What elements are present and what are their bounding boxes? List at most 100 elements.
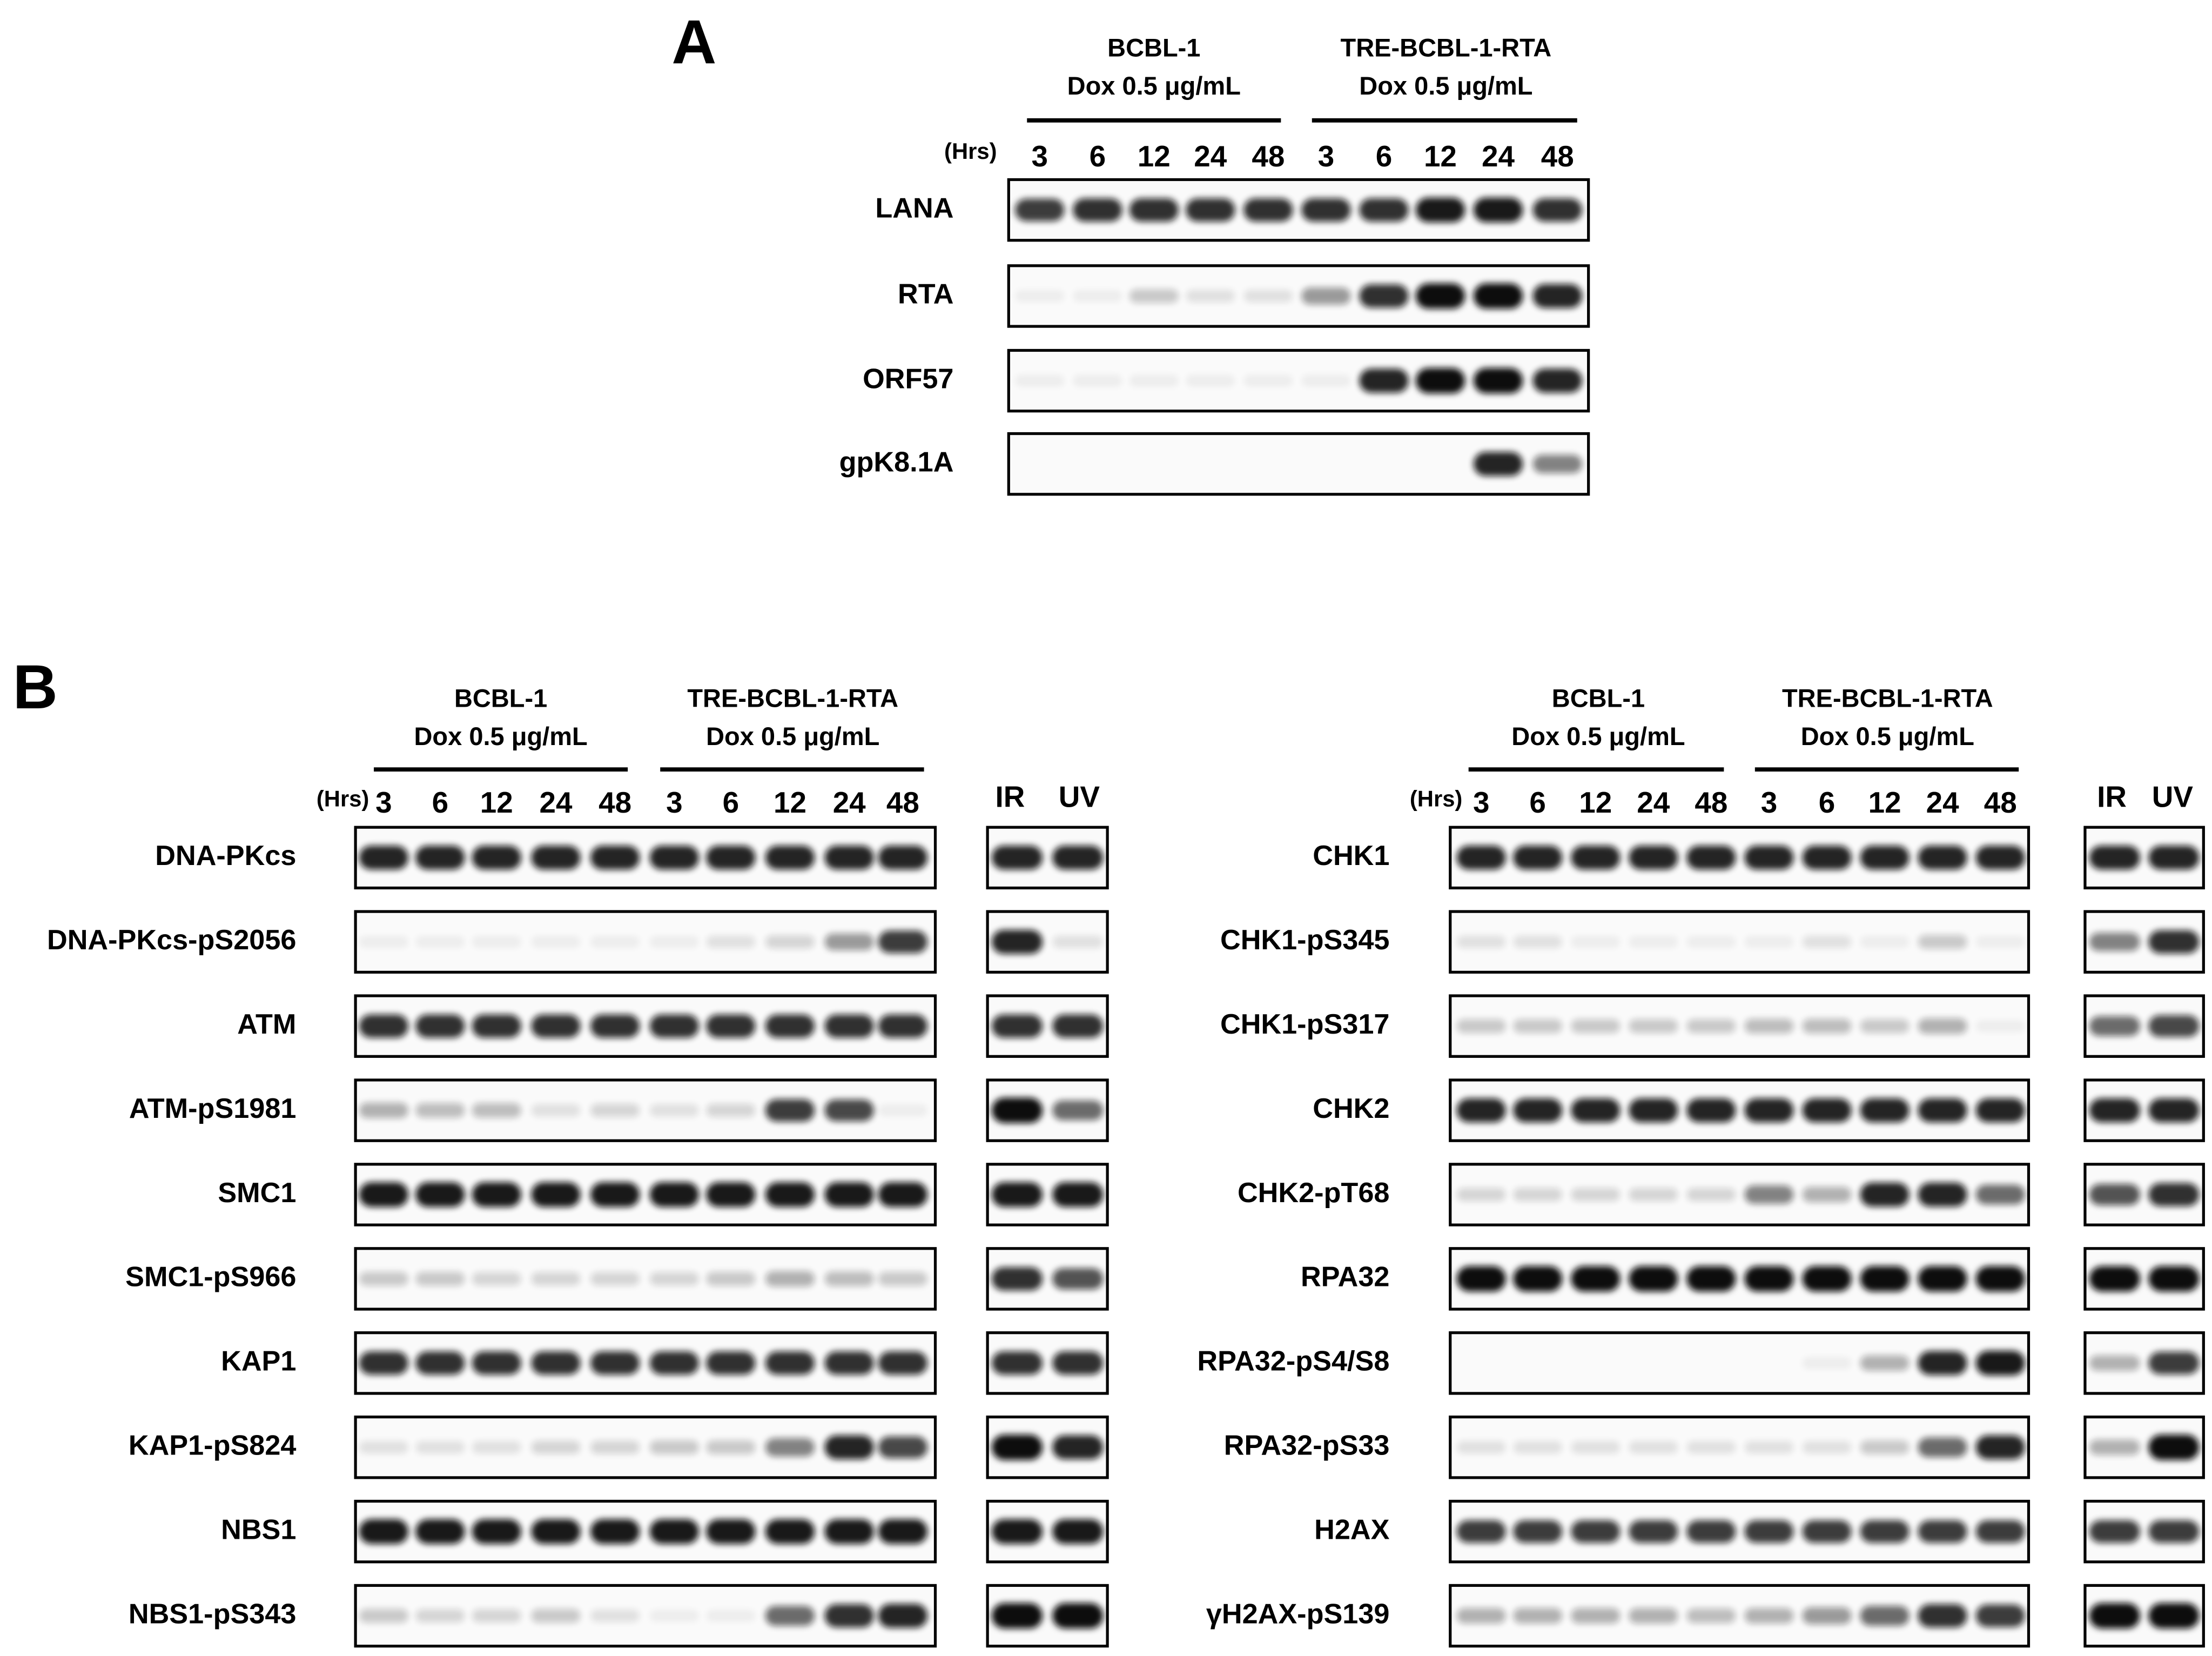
- band: [1129, 198, 1179, 222]
- band: [878, 1182, 928, 1207]
- timepoint: 12: [1424, 139, 1457, 173]
- band: [531, 1014, 581, 1038]
- band: [1186, 290, 1235, 303]
- band: [1073, 198, 1122, 222]
- band: [1571, 1019, 1621, 1034]
- blot-frame: [354, 826, 937, 890]
- band: [1456, 1266, 1506, 1292]
- protein-label: RPA32: [1301, 1262, 1389, 1293]
- band: [1629, 936, 1678, 948]
- band: [1629, 1098, 1678, 1123]
- band: [1629, 1188, 1678, 1202]
- band: [359, 1519, 408, 1544]
- band: [706, 846, 756, 870]
- timepoint: 24: [833, 786, 866, 819]
- blot-frame: [2083, 1163, 2205, 1226]
- group-name: TRE-BCBL-1-RTA: [687, 684, 898, 713]
- band: [472, 1519, 521, 1544]
- group-name: BCBL-1: [1107, 33, 1200, 62]
- band: [1359, 198, 1409, 222]
- protein-label: RPA32-pS33: [1224, 1430, 1390, 1461]
- band: [472, 846, 521, 870]
- band: [1243, 198, 1293, 222]
- band: [878, 1436, 928, 1458]
- blot-frame: [1449, 1331, 2031, 1395]
- blot-frame: [2083, 1584, 2205, 1648]
- time-unit: (Hrs): [317, 786, 369, 812]
- band: [1802, 1018, 1852, 1034]
- band: [1918, 1520, 1967, 1543]
- band: [878, 1604, 928, 1628]
- band: [1975, 1098, 2025, 1123]
- band: [1686, 1188, 1736, 1202]
- band: [706, 1271, 756, 1286]
- protein-label: DNA-PKcs: [155, 840, 296, 871]
- band: [1243, 290, 1293, 303]
- protein-label: H2AX: [1314, 1514, 1389, 1545]
- timepoint: 3: [1761, 786, 1777, 819]
- blot-frame: [354, 1499, 937, 1564]
- band: [1975, 936, 2025, 948]
- protein-label: NBS1: [221, 1514, 296, 1545]
- band: [1629, 1440, 1678, 1454]
- band: [1456, 1098, 1506, 1123]
- band: [1918, 935, 1967, 949]
- band: [359, 1440, 408, 1454]
- band: [824, 1604, 874, 1628]
- timepoint: 6: [1529, 786, 1546, 819]
- band: [878, 1104, 928, 1117]
- band: [1802, 1607, 1852, 1625]
- band: [1129, 374, 1179, 387]
- band: [472, 1182, 521, 1207]
- group-treatment: Dox 0.5 μg/mL: [1067, 71, 1241, 100]
- band: [649, 1014, 699, 1038]
- control-label: UV: [1059, 780, 1100, 813]
- band: [1186, 198, 1235, 222]
- band: [531, 1608, 581, 1623]
- band: [649, 1440, 699, 1454]
- blot-frame: [354, 910, 937, 974]
- band: [1860, 1606, 1910, 1626]
- band: [1415, 283, 1465, 309]
- blot-frame: [1449, 910, 2031, 974]
- band: [649, 1351, 699, 1375]
- timepoint: 12: [1868, 786, 1901, 819]
- timepoint: 12: [480, 786, 513, 819]
- blot-frame: [1449, 1163, 2031, 1226]
- band: [706, 1440, 756, 1454]
- band: [1629, 1266, 1678, 1292]
- band: [590, 1609, 640, 1623]
- band: [991, 1519, 1043, 1544]
- timepoint: 24: [539, 786, 572, 819]
- protein-label: CHK2-pT68: [1238, 1177, 1389, 1209]
- band: [2148, 1098, 2200, 1123]
- band: [415, 846, 465, 870]
- blot-frame: [354, 1584, 937, 1648]
- group-name: TRE-BCBL-1-RTA: [1782, 684, 1993, 713]
- protein-label: ATM-pS1981: [129, 1093, 297, 1124]
- band: [2089, 933, 2140, 951]
- timepoint: 48: [1984, 786, 2017, 819]
- protein-label: CHK1-pS345: [1220, 924, 1389, 956]
- band: [1744, 1608, 1794, 1624]
- timepoint: 48: [1695, 786, 1727, 819]
- band: [2148, 1603, 2200, 1629]
- timepoint: 12: [1579, 786, 1612, 819]
- band: [991, 846, 1043, 870]
- band: [1456, 1188, 1506, 1202]
- band: [706, 935, 756, 949]
- band: [878, 1519, 928, 1544]
- band: [1243, 374, 1293, 387]
- band: [1918, 1182, 1967, 1207]
- band: [878, 1014, 928, 1038]
- band: [1629, 1019, 1678, 1034]
- band: [1744, 1266, 1794, 1292]
- band: [649, 1610, 699, 1622]
- timepoint: 24: [1637, 786, 1670, 819]
- band: [1073, 374, 1122, 387]
- band: [649, 846, 699, 870]
- band: [415, 936, 465, 948]
- band: [415, 1440, 465, 1454]
- blot-frame: [1007, 432, 1590, 496]
